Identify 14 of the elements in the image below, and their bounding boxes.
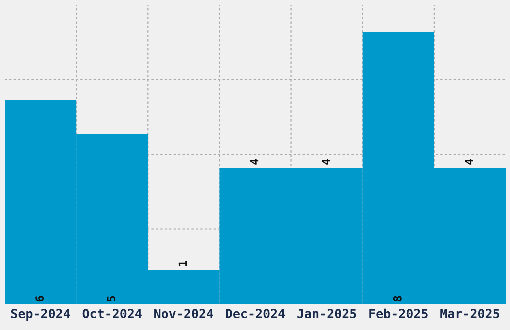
data-label: 4 xyxy=(250,159,259,165)
x-tick-label: Feb-2025 xyxy=(370,308,428,319)
x-tick-label: Jan-2025 xyxy=(298,309,356,319)
x-tick-label: Mar-2025 xyxy=(440,309,500,319)
x-tick-label: Dec-2024 xyxy=(226,309,286,319)
x-tick-label: Oct-2024 xyxy=(82,309,142,319)
x-tick-label: Nov-2024 xyxy=(154,309,214,319)
data-label: 4 xyxy=(465,159,474,165)
data-label: 8 xyxy=(393,296,402,302)
data-label: 1 xyxy=(178,261,187,266)
data-label: 4 xyxy=(322,159,330,165)
x-tick-label: Sep-2024 xyxy=(11,309,70,321)
data-label: 5 xyxy=(107,296,116,302)
data-label: 6 xyxy=(36,296,44,302)
